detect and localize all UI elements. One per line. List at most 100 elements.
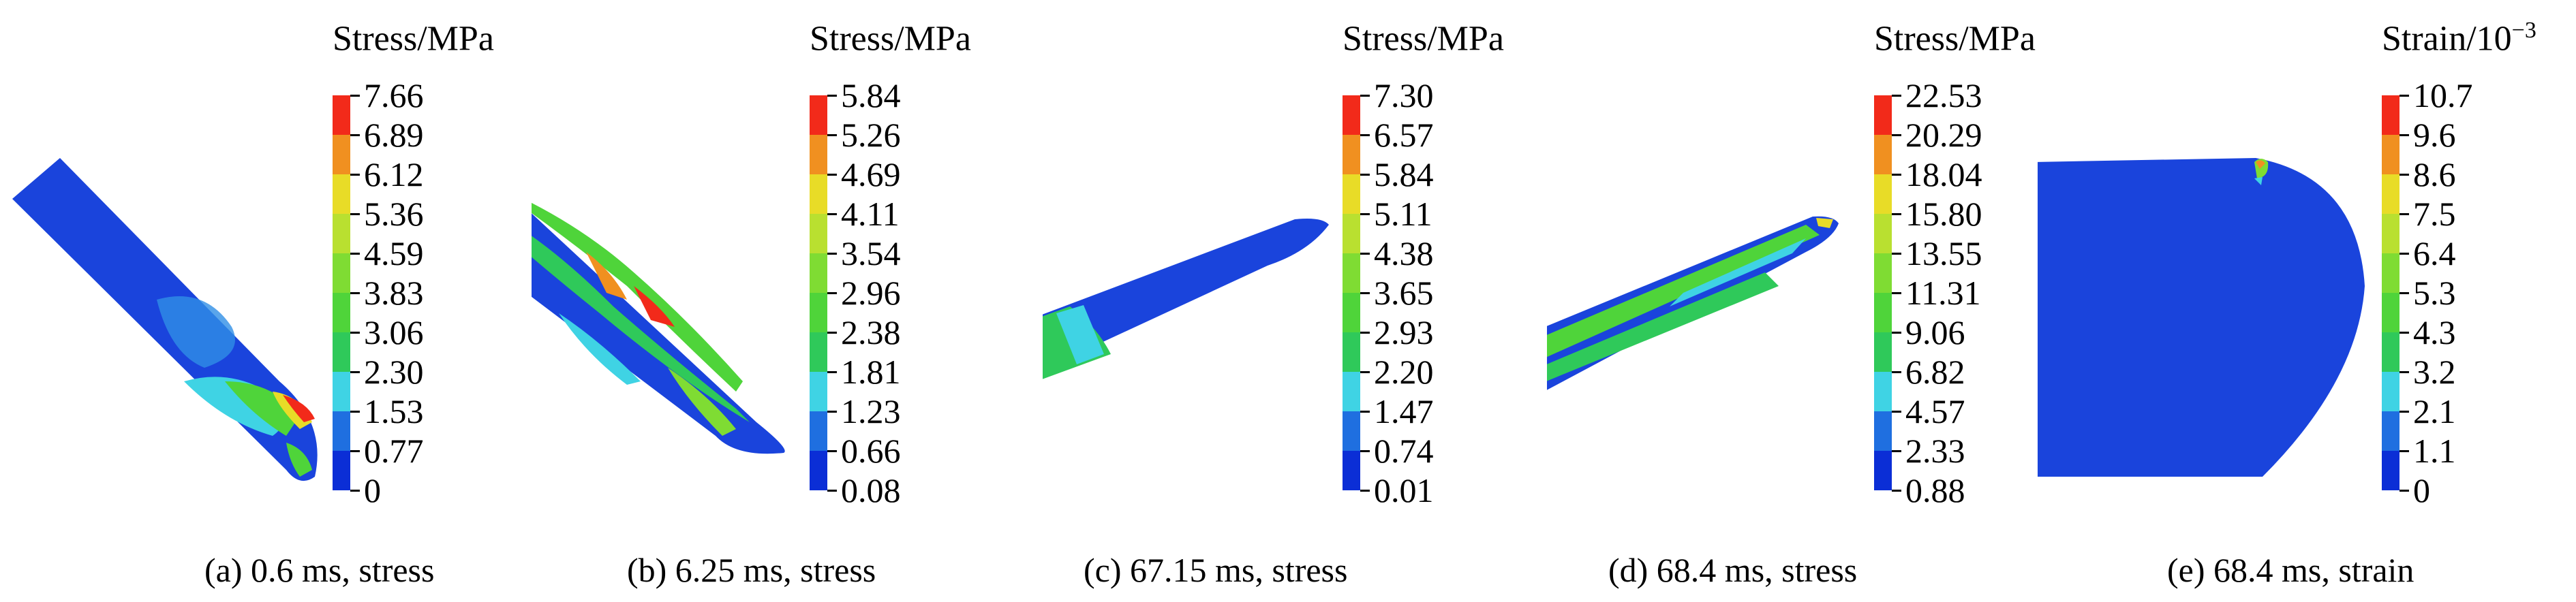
colorbar-tick-label: 0.74 xyxy=(1374,432,1434,470)
colorbar-segment xyxy=(2382,332,2399,372)
caption-e: (e) 68.4 ms, strain xyxy=(2167,551,2414,589)
colorbar-segment xyxy=(810,214,827,253)
colorbar-tick-label: 9.6 xyxy=(2413,116,2456,154)
projectile-contour-e xyxy=(2038,158,2365,477)
colorbar-tick-label: 4.38 xyxy=(1374,234,1434,272)
colorbar-tick xyxy=(2399,174,2409,176)
caption-d: (d) 68.4 ms, stress xyxy=(1608,551,1858,589)
colorbar-tick-label: 1.53 xyxy=(364,392,424,430)
colorbar-tick xyxy=(350,411,360,413)
colorbar-segment xyxy=(2382,411,2399,451)
colorbar-tick-label: 5.3 xyxy=(2413,274,2456,312)
colorbar-d xyxy=(1874,95,1892,490)
colorbar-tick xyxy=(1360,292,1370,294)
colorbar-segment xyxy=(1343,332,1360,372)
colorbar-tick xyxy=(350,95,360,97)
colorbar-tick xyxy=(1360,213,1370,215)
colorbar-tick xyxy=(1892,371,1901,373)
colorbar-tick-label: 4.57 xyxy=(1905,392,1965,430)
colorbar-tick-label: 18.04 xyxy=(1905,155,1982,193)
colorbar-segment xyxy=(1343,411,1360,451)
colorbar-segment xyxy=(333,332,350,372)
colorbar-segment xyxy=(333,293,350,332)
colorbar-tick xyxy=(2399,292,2409,294)
colorbar-tick xyxy=(2399,95,2409,97)
colorbar-tick-label: 0.66 xyxy=(841,432,901,470)
colorbar-tick xyxy=(350,371,360,373)
colorbar-segment xyxy=(333,95,350,135)
colorbar-tick xyxy=(827,213,837,215)
colorbar-segment xyxy=(1874,95,1892,135)
colorbar-tick-label: 3.06 xyxy=(364,313,424,351)
colorbar-segment xyxy=(1343,214,1360,253)
colorbar-tick xyxy=(1360,371,1370,373)
colorbar-segment xyxy=(2382,95,2399,135)
colorbar-tick xyxy=(1360,490,1370,492)
colorbar-segment xyxy=(1343,451,1360,490)
legend-title-a: Stress/MPa xyxy=(333,19,494,59)
panel-b: Stress/MPa 5.84 5.26 4.69 4.11 3.54 2.96 2.38 1… xyxy=(532,0,1043,602)
panel-a: Stress/MPa 7.66 6.89 6.12 5.36 4.59 3.83 3.06 2… xyxy=(0,0,532,602)
colorbar-tick xyxy=(1892,134,1901,136)
legend-title-d: Stress/MPa xyxy=(1874,19,2036,59)
colorbar-tick xyxy=(2399,213,2409,215)
colorbar-tick xyxy=(2399,332,2409,334)
colorbar-tick-label: 3.54 xyxy=(841,234,901,272)
colorbar-tick-label: 11.31 xyxy=(1905,274,1981,312)
caption-b: (b) 6.25 ms, stress xyxy=(627,551,876,589)
colorbar-tick-label: 4.69 xyxy=(841,155,901,193)
panel-c: Stress/MPa 7.30 6.57 5.84 5.11 4.38 3.65 2.93 2… xyxy=(1043,0,1547,602)
colorbar-tick xyxy=(350,134,360,136)
colorbar-tick-label: 5.36 xyxy=(364,195,424,233)
colorbar-tick xyxy=(350,253,360,255)
colorbar-segment xyxy=(333,174,350,214)
colorbar-segment xyxy=(810,411,827,451)
colorbar-tick-label: 2.1 xyxy=(2413,392,2456,430)
colorbar-tick-label: 5.84 xyxy=(1374,155,1434,193)
colorbar-tick xyxy=(1892,411,1901,413)
colorbar-tick-label: 0.88 xyxy=(1905,471,1965,509)
colorbar-segment xyxy=(333,411,350,451)
colorbar-tick xyxy=(2399,371,2409,373)
colorbar-tick-label: 1.23 xyxy=(841,392,901,430)
colorbar-tick-label: 8.6 xyxy=(2413,155,2456,193)
colorbar-tick-label: 0.01 xyxy=(1374,471,1434,509)
colorbar-tick-label: 1.81 xyxy=(841,353,901,391)
colorbar-tick-label: 0.08 xyxy=(841,471,901,509)
colorbar-tick-label: 6.82 xyxy=(1905,353,1965,391)
projectile-contour-d xyxy=(1547,216,1839,390)
colorbar-tick-label: 5.11 xyxy=(1374,195,1432,233)
colorbar-tick-label: 5.84 xyxy=(841,76,901,114)
colorbar-segment xyxy=(1874,411,1892,451)
colorbar-tick-label: 0 xyxy=(364,471,381,509)
colorbar-tick xyxy=(1360,332,1370,334)
projectile-contour-a xyxy=(12,158,318,481)
colorbar-tick-label: 5.26 xyxy=(841,116,901,154)
colorbar-tick-label: 15.80 xyxy=(1905,195,1982,233)
colorbar-tick-label: 20.29 xyxy=(1905,116,1982,154)
colorbar-segment xyxy=(1874,451,1892,490)
colorbar-tick-label: 4.3 xyxy=(2413,313,2456,351)
colorbar-tick xyxy=(1360,134,1370,136)
colorbar-tick xyxy=(1892,292,1901,294)
projectile-contour-b xyxy=(532,202,785,454)
colorbar-tick xyxy=(1892,95,1901,97)
colorbar-tick xyxy=(2399,253,2409,255)
colorbar-segment xyxy=(333,372,350,411)
colorbar-tick-label: 10.7 xyxy=(2413,76,2473,114)
legend-title-b: Stress/MPa xyxy=(810,19,971,59)
colorbar-tick xyxy=(2399,490,2409,492)
colorbar-segment xyxy=(1874,135,1892,174)
colorbar-tick xyxy=(350,213,360,215)
colorbar-segment xyxy=(810,451,827,490)
colorbar-segment xyxy=(333,451,350,490)
colorbar-tick xyxy=(1892,253,1901,255)
colorbar-segment xyxy=(1874,293,1892,332)
colorbar-tick xyxy=(350,450,360,452)
colorbar-segment xyxy=(810,135,827,174)
colorbar-c xyxy=(1343,95,1360,490)
caption-a: (a) 0.6 ms, stress xyxy=(204,551,435,589)
colorbar-tick-label: 7.30 xyxy=(1374,76,1434,114)
colorbar-tick-label: 1.1 xyxy=(2413,432,2456,470)
colorbar-tick-label: 0.77 xyxy=(364,432,424,470)
